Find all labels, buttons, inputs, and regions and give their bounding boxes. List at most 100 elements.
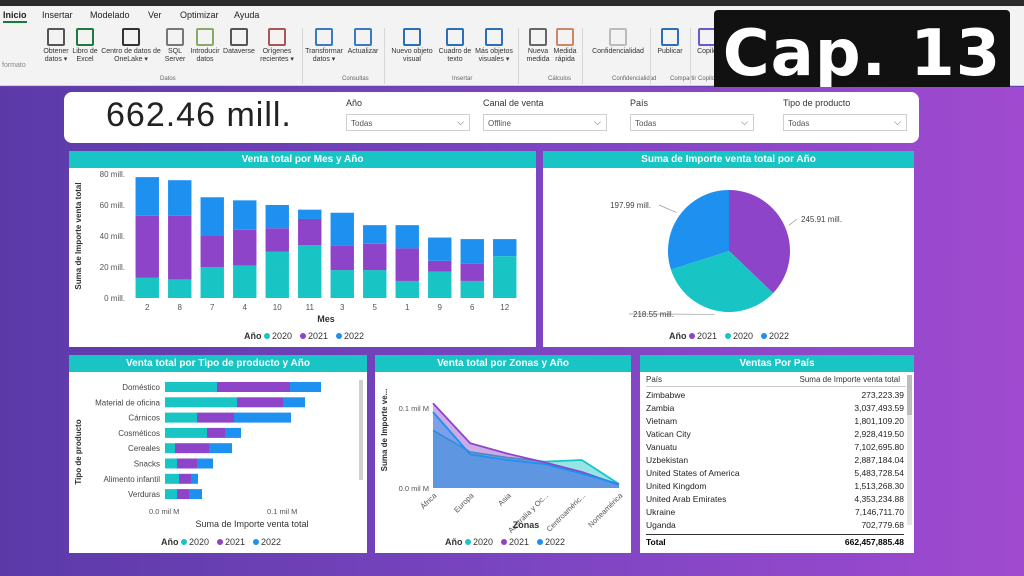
legend-label: 2021 bbox=[697, 331, 717, 341]
y-tick-label: 40 mill. bbox=[100, 232, 125, 241]
textbox-button[interactable]: Cuadro de texto bbox=[438, 28, 472, 64]
database-button[interactable]: Obtener datos ▾ bbox=[40, 28, 72, 64]
bar-segment bbox=[265, 251, 289, 298]
x-axis-title: Zonas bbox=[513, 520, 540, 530]
table-row[interactable]: United States of America 5,483,728.54 bbox=[646, 468, 904, 481]
menu-tab-inicio[interactable]: Inicio bbox=[3, 10, 27, 23]
cell-country: United Kingdom bbox=[646, 481, 707, 491]
shield-button[interactable]: Confidencialidad bbox=[590, 28, 646, 56]
table-row[interactable]: Uzbekistan 2,887,184.04 bbox=[646, 455, 904, 468]
sql-button[interactable]: SQL Server bbox=[164, 28, 186, 64]
quick-measure-button[interactable]: Medida rápida bbox=[552, 28, 578, 64]
bar-segment bbox=[165, 443, 175, 454]
publish-button[interactable]: Publicar bbox=[656, 28, 684, 56]
table-row[interactable]: Ukraine 7,146,711.70 bbox=[646, 507, 904, 520]
ribbon-button-label: Dataverse bbox=[223, 48, 255, 55]
y-axis-title: Tipo de producto bbox=[74, 419, 83, 484]
calculator-button[interactable]: Nueva medida bbox=[526, 28, 550, 64]
visual-button[interactable]: Nuevo objeto visual bbox=[390, 28, 434, 64]
onelake-button[interactable]: Centro de datos de OneLake ▾ bbox=[100, 28, 162, 64]
ribbon-button-label: Más objetos visuales ▾ bbox=[475, 48, 513, 63]
menu-tab-insertar[interactable]: Insertar bbox=[42, 10, 73, 20]
cell-country: Ukraine bbox=[646, 507, 676, 517]
slicer-dropdown[interactable]: Offline ⌵ bbox=[483, 114, 607, 131]
legend-label: 2021 bbox=[509, 537, 529, 547]
recent-sources-button[interactable]: Orígenes recientes ▾ bbox=[258, 28, 296, 64]
ribbon-button-label: Cuadro de texto bbox=[438, 48, 472, 63]
y-tick-label: 0.0 mil M bbox=[399, 484, 429, 493]
legend-label: 2020 bbox=[272, 331, 292, 341]
ribbon-button-label: Obtener datos ▾ bbox=[43, 48, 69, 63]
cell-country: Zimbabwe bbox=[646, 390, 686, 400]
table-scrollbar[interactable] bbox=[907, 375, 912, 525]
visual-icon bbox=[403, 28, 421, 46]
sql-icon bbox=[166, 28, 184, 46]
bar-segment bbox=[209, 443, 232, 454]
total-value: 662,457,885.48 bbox=[844, 537, 904, 547]
table-row[interactable]: Vanuatu 7,102,695.80 bbox=[646, 442, 904, 455]
menu-tab-ayuda[interactable]: Ayuda bbox=[234, 10, 260, 20]
menu-tab-ver[interactable]: Ver bbox=[148, 10, 162, 20]
more-visuals-button[interactable]: Más objetos visuales ▾ bbox=[474, 28, 514, 64]
menu-tab-optimizar[interactable]: Optimizar bbox=[180, 10, 219, 20]
slicer-dropdown[interactable]: Todas ⌵ bbox=[783, 114, 907, 131]
slicer-year[interactable]: Año Todas ⌵ bbox=[346, 98, 470, 131]
bar-segment bbox=[290, 382, 321, 392]
table-row[interactable]: Uganda 702,779.68 bbox=[646, 520, 904, 533]
recent-sources-icon bbox=[268, 28, 286, 46]
y-tick-label: Cárnicos bbox=[128, 414, 160, 423]
legend-marker bbox=[217, 539, 223, 545]
table-row[interactable]: Vatican City 2,928,419.50 bbox=[646, 429, 904, 442]
legend-marker bbox=[725, 333, 731, 339]
bar-segment bbox=[265, 205, 289, 229]
legend-marker bbox=[537, 539, 543, 545]
x-tick-label: 8 bbox=[178, 303, 183, 312]
ribbon-button-label: Introducir datos bbox=[190, 48, 220, 63]
table-button[interactable]: Introducir datos bbox=[190, 28, 220, 64]
legend-title: Año bbox=[669, 331, 687, 341]
table-row[interactable]: United Arab Emirates 4,353,234.88 bbox=[646, 494, 904, 507]
table-row[interactable]: Zambia 3,037,493.59 bbox=[646, 403, 904, 416]
ribbon-group-label: Compartir bbox=[670, 76, 697, 82]
bar-segment bbox=[177, 489, 189, 500]
dataverse-button[interactable]: Dataverse bbox=[222, 28, 256, 56]
table-row[interactable]: United Kingdom 1,513,268.30 bbox=[646, 481, 904, 494]
slicer-country[interactable]: País Todas ⌵ bbox=[630, 98, 754, 131]
table-sales-by-country[interactable]: Ventas Por País País Suma de Importe ven… bbox=[640, 355, 914, 553]
column-header-country[interactable]: País bbox=[646, 375, 663, 384]
slicer-sales-channel[interactable]: Canal de venta Offline ⌵ bbox=[483, 98, 607, 131]
bar-segment bbox=[493, 256, 517, 298]
ribbon-button-label: Transformar datos ▾ bbox=[305, 48, 343, 63]
bar-segment bbox=[165, 427, 207, 438]
cell-country: Vanuatu bbox=[646, 442, 678, 452]
scrollbar-thumb[interactable] bbox=[907, 375, 912, 415]
chart-sales-by-product-type[interactable]: Venta total por Tipo de producto y Año D… bbox=[69, 355, 367, 553]
cell-sales: 7,146,711.70 bbox=[855, 507, 904, 517]
legend-marker bbox=[336, 333, 342, 339]
bar-segment bbox=[298, 245, 322, 298]
table-row[interactable]: Zimbabwe 273,223.39 bbox=[646, 390, 904, 403]
menu-tab-modelado[interactable]: Modelado bbox=[90, 10, 130, 20]
bar-segment bbox=[395, 248, 419, 281]
refresh-button[interactable]: Actualizar bbox=[345, 28, 381, 56]
pie-data-label: 245.91 mill. bbox=[801, 215, 842, 224]
slicer-label: Canal de venta bbox=[483, 98, 544, 108]
bar-segment bbox=[330, 212, 354, 246]
x-tick-label: 7 bbox=[210, 303, 215, 312]
table-row[interactable]: Vietnam 1,801,109.20 bbox=[646, 416, 904, 429]
transform-button[interactable]: Transformar datos ▾ bbox=[305, 28, 343, 64]
bar-segment bbox=[191, 473, 198, 484]
y-tick-label: 0 mill. bbox=[104, 294, 125, 303]
bar-segment bbox=[175, 443, 209, 454]
chart-sales-by-zone[interactable]: Venta total por Zonas y Año 0.1 mil M 0.0… bbox=[375, 355, 631, 553]
chart-sales-by-month[interactable]: Venta total por Mes y Año 0 mill. 20 mill… bbox=[69, 151, 536, 347]
slicer-product-type[interactable]: Tipo de producto Todas ⌵ bbox=[783, 98, 907, 131]
bar-segment bbox=[395, 225, 419, 249]
excel-button[interactable]: Libro de Excel bbox=[72, 28, 98, 64]
bar-segment bbox=[165, 397, 237, 408]
chart-sales-by-year-pie[interactable]: Suma de Importe venta total por Año 245.… bbox=[543, 151, 914, 347]
cell-country: Zambia bbox=[646, 403, 675, 413]
slicer-dropdown[interactable]: Todas ⌵ bbox=[630, 114, 754, 131]
slicer-dropdown[interactable]: Todas ⌵ bbox=[346, 114, 470, 131]
column-header-sales[interactable]: Suma de Importe venta total bbox=[799, 375, 901, 384]
